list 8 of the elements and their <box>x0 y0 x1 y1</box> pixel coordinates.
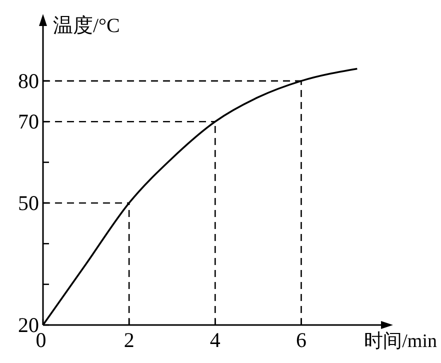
x-tick-label: 4 <box>210 328 221 352</box>
x-axis-title: 时间/min <box>364 331 438 352</box>
y-tick-label: 70 <box>18 110 39 134</box>
y-tick-label: 80 <box>18 68 39 93</box>
x-tick-label: 2 <box>124 328 134 352</box>
y-axis-title: 温度/°C <box>53 15 120 37</box>
y-tick-label: 50 <box>18 190 39 215</box>
x-tick-label: 6 <box>296 328 306 352</box>
